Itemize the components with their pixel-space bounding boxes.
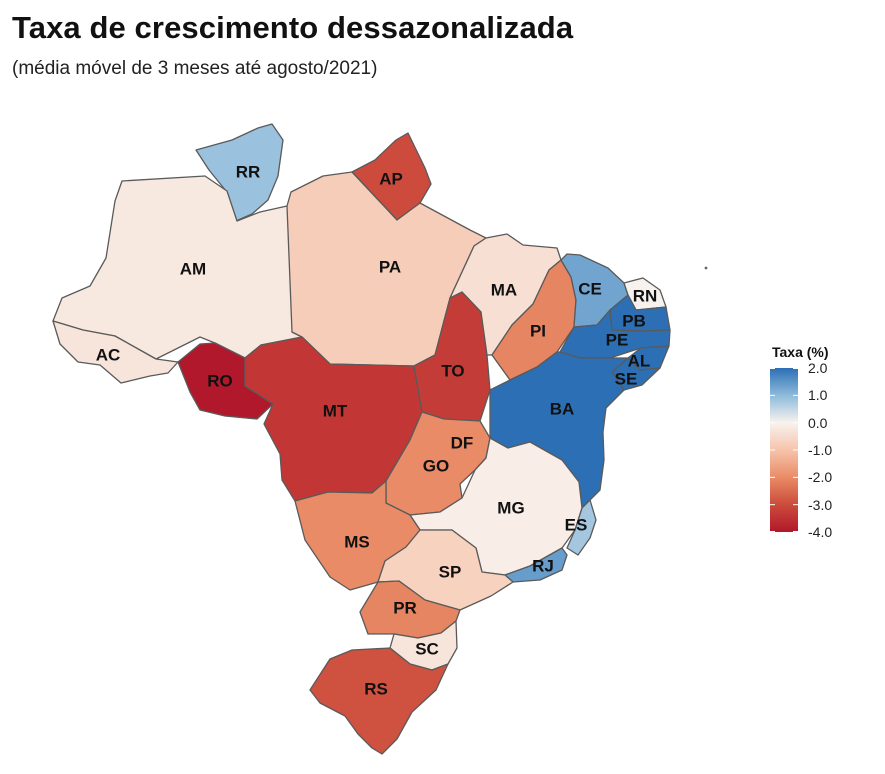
legend-tick-label: 1.0 [808, 387, 828, 404]
state-label-pr: PR [393, 598, 417, 617]
state-label-sc: SC [415, 639, 439, 658]
island-dot [704, 266, 708, 270]
chart-subtitle: (média móvel de 3 meses até agosto/2021) [12, 58, 378, 79]
state-label-ac: AC [96, 345, 121, 364]
state-label-rs: RS [364, 679, 388, 698]
state-label-rn: RN [633, 286, 658, 305]
legend-tick-label: 2.0 [808, 360, 828, 376]
legend: Taxa (%) 2.0 1.0 0.0 -1.0 -2.0 -3.0 -4.0 [768, 344, 878, 544]
state-label-ms: MS [344, 532, 370, 551]
state-label-pa: PA [379, 257, 401, 276]
legend-tick-label: -4.0 [808, 524, 833, 540]
legend-tick-label: -3.0 [808, 496, 833, 513]
state-label-ba: BA [550, 399, 575, 418]
state-label-rj: RJ [532, 556, 554, 575]
state-label-rr: RR [236, 162, 261, 181]
legend-title: Taxa (%) [772, 344, 829, 360]
state-label-ro: RO [207, 371, 233, 390]
state-label-pi: PI [530, 321, 546, 340]
state-label-mt: MT [323, 401, 348, 420]
state-label-ap: AP [379, 169, 403, 188]
state-rs [309, 647, 449, 755]
chart-title: Taxa de crescimento dessazonalizada [12, 10, 574, 45]
state-label-to: TO [441, 361, 464, 380]
legend-tick-label: -2.0 [808, 469, 833, 486]
state-rr [195, 123, 284, 222]
state-label-am: AM [180, 259, 206, 278]
state-label-es: ES [565, 515, 588, 534]
state-label-al: AL [628, 351, 651, 370]
state-label-pe: PE [606, 330, 629, 349]
state-es [566, 499, 597, 556]
legend-tick-label: 0.0 [808, 414, 828, 431]
state-label-go: GO [423, 456, 449, 475]
state-label-mg: MG [497, 498, 524, 517]
state-label-df: DF [451, 433, 474, 452]
state-label-sp: SP [439, 562, 462, 581]
state-label-se: SE [615, 369, 638, 388]
state-label-ma: MA [491, 280, 517, 299]
state-rj [504, 547, 568, 583]
state-ac [52, 320, 179, 384]
state-label-ce: CE [578, 279, 602, 298]
states-layer [52, 123, 671, 755]
state-label-pb: PB [622, 311, 646, 330]
legend-tick-label: -1.0 [808, 442, 833, 458]
legend-colorbar [770, 368, 798, 532]
